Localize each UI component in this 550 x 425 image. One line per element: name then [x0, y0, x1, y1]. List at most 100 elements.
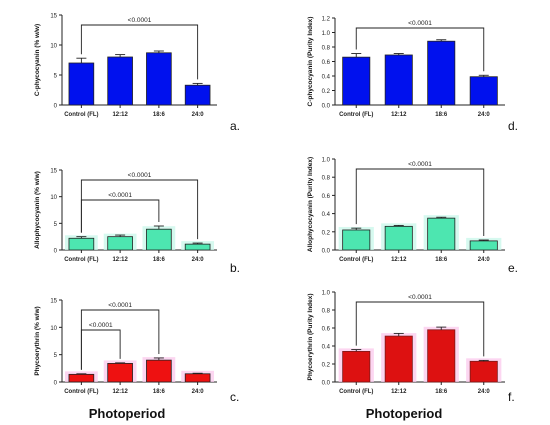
bar	[107, 363, 133, 383]
y-tick-label: 0.2	[322, 230, 331, 236]
bar	[469, 76, 498, 106]
y-tick-label: 0.2	[322, 89, 331, 95]
bar	[107, 56, 133, 106]
x-axis-title-left: Photoperiod	[89, 406, 166, 421]
x-tick-label: 24:0	[478, 257, 491, 263]
chart-panels: 0 5 10 15 C-phycocyanin (% w/w) Control (FL) 1…	[34, 14, 518, 405]
significance-label: <0.0001	[408, 20, 432, 27]
significance-label: <0.0001	[408, 161, 432, 168]
x-tick-label: 24:0	[478, 389, 491, 395]
bar	[342, 56, 371, 106]
y-tick-label: 0.8	[322, 46, 331, 52]
y-tick-label: 10	[50, 326, 57, 332]
x-tick-label: Control (FL)	[64, 389, 98, 395]
panel-letter: b.	[230, 261, 240, 275]
significance-bracket	[80, 24, 199, 80]
x-tick-label: 12:12	[112, 257, 128, 263]
y-tick-label: 5	[54, 74, 58, 80]
bar	[107, 236, 133, 251]
bar	[469, 360, 498, 383]
x-tick-label: 18:6	[435, 257, 448, 263]
panel-letter: e.	[508, 261, 518, 275]
bar	[384, 335, 413, 383]
y-tick-label: 10	[50, 44, 57, 50]
bar	[68, 237, 95, 251]
x-axis-title-right: Photoperiod	[366, 406, 443, 421]
x-tick-label: 18:6	[153, 257, 166, 263]
x-tick-label: 12:12	[391, 389, 407, 395]
y-tick-label: 15	[50, 169, 57, 175]
y-tick-label: 0	[54, 381, 58, 387]
y-tick-label: 0.6	[322, 194, 331, 200]
y-axis-label: C-phycocyanin (% w/w)	[34, 24, 41, 96]
y-tick-label: 0.6	[322, 60, 331, 66]
bar	[384, 54, 413, 106]
y-tick-label: 0.4	[322, 345, 331, 351]
y-tick-label: 0.4	[322, 212, 331, 218]
x-tick-label: 24:0	[192, 112, 205, 118]
significance-bracket	[355, 168, 485, 236]
x-tick-label: 12:12	[391, 257, 407, 263]
y-tick-label: 0.8	[322, 176, 331, 182]
bar	[146, 52, 172, 106]
bar	[469, 240, 498, 251]
y-tick-label: 1.2	[322, 17, 331, 23]
panel-d: 0.0 0.2 0.4 0.6 0.8 1.0 1.2 C-phycocyanin (Puri…	[307, 17, 518, 134]
bar	[342, 229, 371, 251]
y-tick-label: 1.0	[322, 158, 331, 164]
x-tick-label: 24:0	[192, 257, 205, 263]
bar	[427, 217, 456, 251]
x-tick-label: Control (FL)	[339, 257, 373, 263]
y-tick-label: 0.0	[322, 104, 331, 110]
bar	[184, 84, 211, 106]
y-tick-label: 0	[54, 104, 58, 110]
panel-e: 0.0 0.2 0.4 0.6 0.8 1.0 Allophycocyanin (Purit…	[307, 157, 518, 275]
bar	[342, 350, 371, 383]
panel-letter: d.	[508, 119, 518, 133]
bar	[184, 243, 211, 251]
y-tick-label: 0.0	[322, 381, 331, 387]
y-tick-label: 0.8	[322, 309, 331, 315]
y-tick-label: 0.6	[322, 327, 331, 333]
y-tick-label: 0.4	[322, 75, 331, 81]
significance-label: <0.0001	[89, 322, 113, 329]
y-tick-label: 5	[54, 222, 58, 228]
panel-letter: a.	[230, 119, 240, 133]
x-tick-label: Control (FL)	[339, 112, 373, 118]
y-tick-label: 15	[50, 14, 57, 20]
x-tick-label: Control (FL)	[64, 112, 98, 118]
y-axis-label: Allophycocyanin (Purity Index)	[307, 157, 314, 252]
significance-label: <0.0001	[108, 192, 132, 199]
y-tick-label: 0.0	[322, 249, 331, 255]
y-axis-label: Phycoerythrin (% w/w)	[34, 306, 41, 375]
bar	[427, 40, 456, 106]
x-tick-label: 18:6	[435, 389, 448, 395]
panel-f: 0.0 0.2 0.4 0.6 0.8 1.0 Phycoerythrin (Purity …	[307, 291, 515, 405]
x-tick-label: 12:12	[112, 389, 128, 395]
y-tick-label: 5	[54, 353, 58, 359]
panel-a: 0 5 10 15 C-phycocyanin (% w/w) Control (FL) 1…	[34, 14, 240, 134]
x-tick-label: 18:6	[153, 389, 166, 395]
significance-bracket	[80, 179, 199, 240]
x-tick-label: Control (FL)	[339, 389, 373, 395]
significance-bracket	[355, 27, 485, 72]
x-tick-label: Control (FL)	[64, 257, 98, 263]
bar	[427, 329, 456, 383]
bar	[68, 373, 95, 383]
y-axis-label: Phycoerythrin (Purity Index)	[307, 293, 314, 380]
y-tick-label: 1.0	[322, 291, 331, 297]
significance-label: <0.0001	[128, 172, 152, 179]
bar	[146, 359, 172, 383]
y-tick-label: 10	[50, 195, 57, 201]
bar	[184, 373, 211, 383]
y-tick-label: 15	[50, 299, 57, 305]
x-tick-label: 24:0	[192, 389, 205, 395]
y-tick-label: 0	[54, 249, 58, 255]
x-tick-label: 12:12	[112, 112, 128, 118]
significance-bracket	[355, 301, 485, 357]
x-tick-label: 18:6	[153, 112, 166, 118]
panel-letter: f.	[508, 390, 515, 404]
y-tick-label: 1.0	[322, 31, 331, 37]
y-tick-label: 0.2	[322, 363, 331, 369]
